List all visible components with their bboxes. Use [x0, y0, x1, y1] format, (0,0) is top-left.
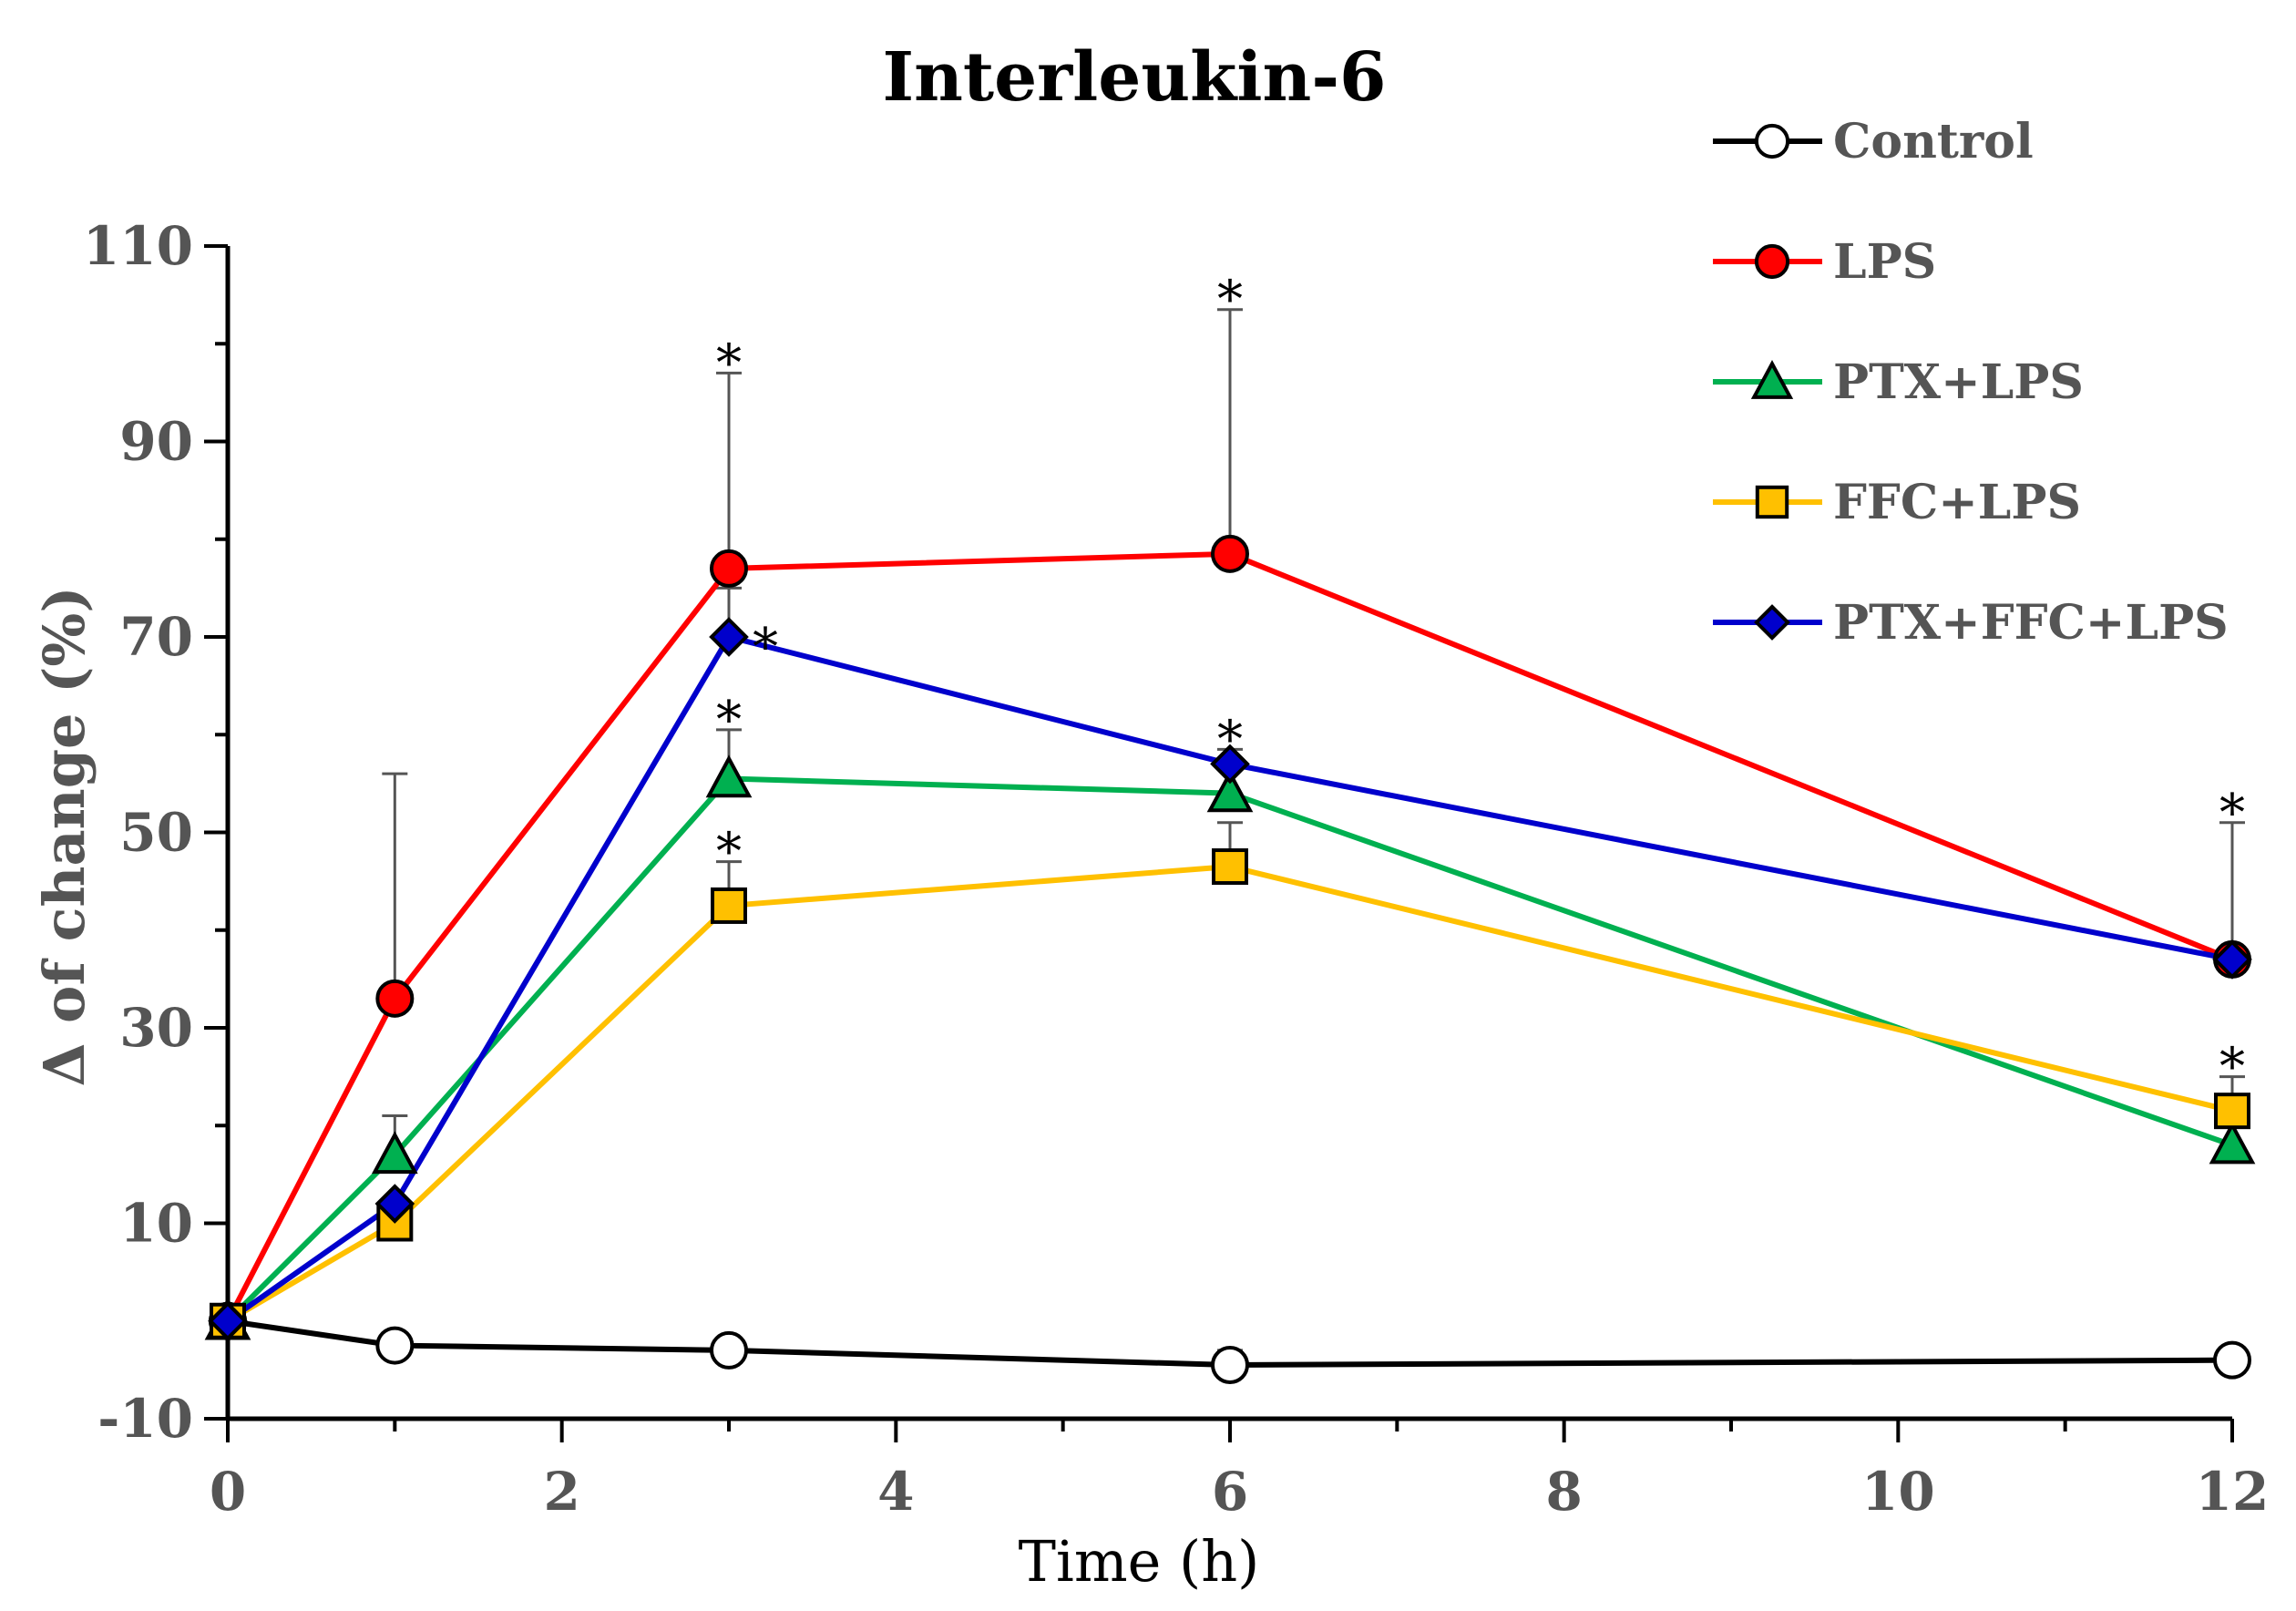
legend-marker-ptx-ffc-lps [1754, 604, 1790, 641]
x-tick-label: 8 [1545, 1461, 1582, 1523]
legend-label-ptx-ffc-lps: PTX+FFC+LPS [1833, 595, 2229, 651]
legend-marker-ffc-lps [1755, 485, 1789, 519]
significance-lps: * [1217, 271, 1243, 330]
significance-ffc-lps: * [716, 823, 742, 882]
point-control [375, 1326, 415, 1365]
point-ptx-ffc-lps [208, 1300, 248, 1341]
significance-ffc-lps: * [2219, 1038, 2245, 1097]
significance-ptx-ffc-lps: * [753, 618, 778, 677]
legend-label-ptx-lps: PTX+LPS [1833, 354, 2084, 410]
point-ptx-ffc-lps [709, 617, 749, 657]
x-tick-label: 4 [877, 1461, 914, 1523]
y-tick-label: 30 [119, 997, 193, 1059]
point-ptx-lps [2209, 1121, 2256, 1165]
point-lps [375, 979, 415, 1018]
y-tick-label: 110 [83, 215, 193, 277]
x-tick-label: 12 [2196, 1461, 2270, 1523]
point-ffc-lps [1212, 848, 1248, 886]
y-tick-label: 10 [119, 1193, 193, 1255]
data-markers [204, 534, 2256, 1385]
point-ffc-lps [2214, 1093, 2250, 1130]
significance-lps: * [716, 333, 742, 393]
point-ptx-lps [371, 1131, 418, 1175]
series-line-lps [225, 550, 2234, 1323]
point-ptx-ffc-lps [2212, 939, 2252, 980]
legend-label-ffc-lps: FFC+LPS [1833, 475, 2081, 530]
point-ptx-lps [1206, 769, 1254, 813]
point-lps [1211, 534, 1249, 573]
point-ptx-lps [705, 754, 753, 798]
chart-title: Interleukin-6 [882, 38, 1386, 117]
y-tick-label: -10 [97, 1388, 193, 1450]
significance-ptx-ffc-lps: * [2219, 784, 2245, 843]
x-tick-label: 0 [210, 1461, 246, 1523]
significance-ptx-ffc-lps: * [1217, 710, 1243, 769]
point-ptx-ffc-lps [374, 1184, 415, 1224]
y-tick-label: 90 [119, 411, 193, 473]
legend-marker-control [1754, 123, 1790, 159]
series-line-ffc-lps [226, 864, 2233, 1324]
y-tick-label: 50 [119, 802, 193, 864]
x-tick-label: 10 [1861, 1461, 1935, 1523]
significance-marks: ******** [716, 271, 2245, 1097]
point-ptx-ffc-lps [1210, 744, 1250, 785]
legend-label-control: Control [1833, 114, 2034, 169]
series-lines [225, 550, 2234, 1369]
significance-ptx-lps: * [716, 691, 742, 750]
y-axis-title: Δ of change (%) [31, 586, 97, 1086]
point-lps [710, 549, 748, 588]
point-control [710, 1330, 748, 1370]
x-axis-title: Time (h) [1019, 1528, 1260, 1595]
error-bars [382, 308, 2245, 1366]
point-control [1211, 1346, 1249, 1385]
axes: -10 10 30 50 70 90 110 0 2 4 6 8 10 12 [83, 215, 2269, 1523]
legend-marker-ptx-lps [1750, 359, 1794, 399]
x-tick-label: 6 [1212, 1461, 1248, 1523]
legend-marker-lps [1754, 243, 1790, 280]
point-ffc-lps [711, 887, 747, 924]
legend-label-lps: LPS [1833, 234, 1936, 290]
y-tick-label: 70 [119, 606, 193, 668]
x-tick-label: 2 [543, 1461, 579, 1523]
point-control [2213, 1340, 2251, 1380]
legend: Control LPS PTX+LPS FFC+LPS PTX+FFC+LPS [1713, 114, 2229, 651]
